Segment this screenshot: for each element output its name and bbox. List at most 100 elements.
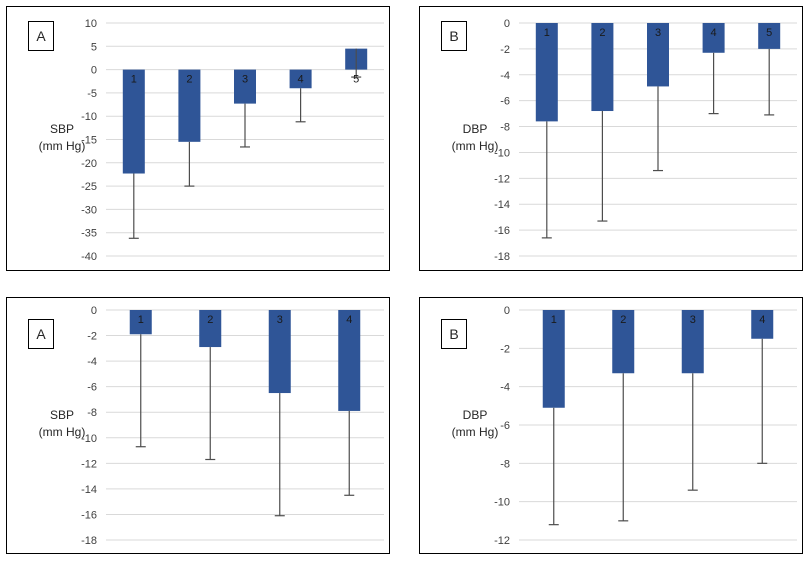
category-label: 4 (346, 314, 352, 326)
category-label: 3 (690, 314, 696, 326)
bar (758, 23, 781, 49)
category-label: 4 (711, 27, 717, 39)
category-label: 3 (242, 74, 248, 86)
y-axis-title-line2: (mm Hg) (38, 139, 86, 153)
category-label: 5 (766, 27, 772, 39)
y-tick-label: -5 (87, 88, 97, 100)
y-tick-label: -14 (494, 199, 510, 211)
y-axis-title-line2: (mm Hg) (38, 425, 86, 439)
panel-label-box: A (28, 21, 54, 51)
y-tick-label: -8 (87, 407, 97, 419)
plot-area: 10 5 0 -5 -10 -15 -20 -25 -30 -35 -40 1 2 3 4 5 (81, 18, 384, 263)
panel-label: A (36, 28, 46, 44)
panel-label: B (449, 326, 459, 342)
y-axis-title-line2: (mm Hg) (451, 425, 499, 439)
y-tick-label: 0 (504, 305, 510, 317)
bar (751, 310, 774, 339)
category-label: 5 (353, 74, 359, 86)
y-axis-title-line1: SBP (49, 122, 74, 136)
panel-label: A (36, 326, 46, 342)
y-tick-label: -10 (81, 111, 97, 123)
y-axis-title: SBP (mm Hg) (15, 407, 109, 441)
y-tick-label: -18 (81, 535, 97, 547)
y-axis-title-line1: DBP (462, 408, 488, 422)
bar (647, 23, 669, 87)
bar (178, 69, 201, 142)
y-tick-label: 0 (91, 305, 97, 317)
panel-label-box: B (441, 21, 467, 51)
panel-top-right-dbp: B DBP (mm Hg) 0 -2 -4 -6 -8 -10 -12 -14 -16 -18 1 2… (419, 6, 803, 271)
bar (338, 310, 361, 411)
bar (199, 310, 222, 348)
y-axis-title-line2: (mm Hg) (451, 139, 499, 153)
y-tick-label: -2 (500, 343, 510, 355)
y-tick-label: -30 (81, 204, 97, 216)
y-axis-title-line1: DBP (462, 122, 488, 136)
y-tick-label: -2 (500, 44, 510, 56)
y-tick-label: -12 (494, 535, 510, 547)
y-tick-label: -10 (494, 147, 510, 159)
bar (681, 310, 704, 374)
category-label: 2 (599, 27, 605, 39)
category-label: 2 (620, 314, 626, 326)
y-axis-title: DBP (mm Hg) (428, 121, 522, 155)
panel-label: B (449, 28, 459, 44)
category-label: 2 (186, 74, 192, 86)
y-tick-label: 5 (91, 41, 97, 53)
y-axis-title: DBP (mm Hg) (428, 407, 522, 441)
y-tick-label: -4 (500, 382, 510, 394)
y-axis-title: SBP (mm Hg) (15, 121, 109, 155)
y-tick-label: -25 (81, 181, 97, 193)
bar (535, 23, 558, 122)
plot-area: 0 -2 -4 -6 -8 -10 -12 -14 -16 -18 1 2 3 4 5 (494, 18, 797, 263)
y-tick-label: -40 (81, 251, 97, 263)
panel-bottom-left-sbp: A SBP (mm Hg) 0 -2 -4 -6 -8 -10 -12 -14 -16 -18 1 2… (6, 297, 390, 554)
bar (289, 69, 312, 89)
y-tick-label: -2 (87, 331, 97, 343)
bar (234, 69, 256, 104)
y-tick-label: -16 (81, 509, 97, 521)
bar (268, 310, 291, 394)
panel-label-box: A (28, 319, 54, 349)
y-tick-label: -6 (87, 382, 97, 394)
category-label: 3 (655, 27, 661, 39)
y-tick-label: -14 (81, 484, 97, 496)
category-label: 4 (298, 74, 304, 86)
bar (122, 69, 145, 174)
y-tick-label: -8 (500, 458, 510, 470)
y-tick-label: -6 (500, 420, 510, 432)
bar (612, 310, 635, 374)
bar (129, 310, 152, 335)
bar (591, 23, 614, 112)
panel-label-box: B (441, 319, 467, 349)
y-axis-title-line1: SBP (49, 408, 74, 422)
category-label: 2 (207, 314, 213, 326)
y-tick-label: 10 (85, 18, 97, 30)
bar (702, 23, 725, 53)
y-tick-label: -35 (81, 228, 97, 240)
plot-area: 0 -2 -4 -6 -8 -10 -12 1 2 3 4 (494, 305, 797, 547)
category-label: 4 (759, 314, 765, 326)
y-tick-label: -15 (81, 135, 97, 147)
y-tick-label: -6 (500, 96, 510, 108)
y-tick-label: -16 (494, 225, 510, 237)
y-tick-label: -20 (81, 158, 97, 170)
y-tick-label: -12 (81, 458, 97, 470)
y-tick-label: -4 (500, 70, 510, 82)
y-tick-label: -10 (494, 497, 510, 509)
category-label: 3 (277, 314, 283, 326)
y-tick-label: 0 (91, 65, 97, 77)
category-label: 1 (131, 74, 137, 86)
y-tick-label: -8 (500, 122, 510, 134)
y-tick-label: -10 (81, 433, 97, 445)
category-label: 1 (138, 314, 144, 326)
plot-area: 0 -2 -4 -6 -8 -10 -12 -14 -16 -18 1 2 3 4 (81, 305, 384, 547)
panel-top-left-sbp: A SBP (mm Hg) 10 5 0 -5 -10 -15 -20 -25 -30 -35 -4… (6, 6, 390, 271)
panel-bottom-right-dbp: B DBP (mm Hg) 0 -2 -4 -6 -8 -10 -12 1 2 3 4 (419, 297, 803, 554)
y-tick-label: 0 (504, 18, 510, 30)
y-tick-label: -12 (494, 173, 510, 185)
y-tick-label: -18 (494, 251, 510, 263)
category-label: 1 (544, 27, 550, 39)
bar (542, 310, 565, 408)
